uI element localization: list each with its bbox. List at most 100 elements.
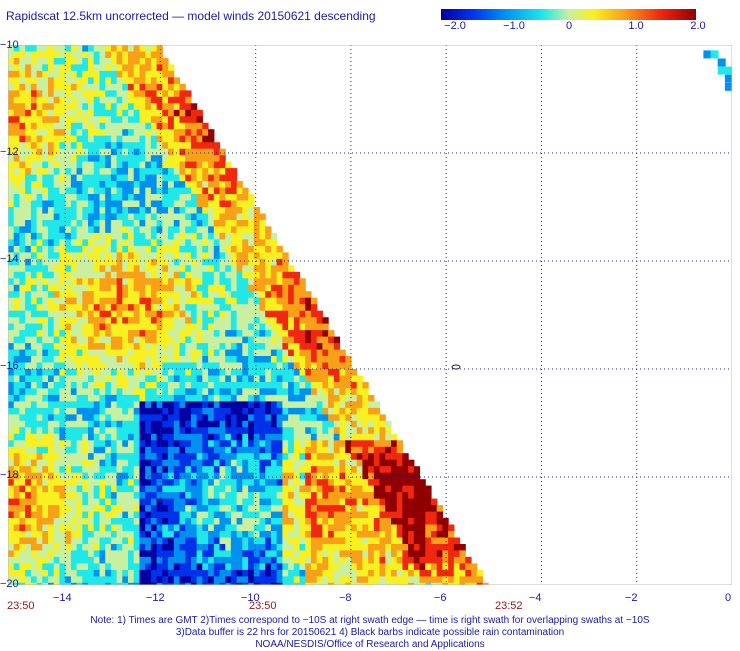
wind-cell xyxy=(8,407,15,415)
wind-cell xyxy=(76,271,83,279)
wind-cell xyxy=(276,537,283,545)
wind-cell xyxy=(265,576,272,584)
wind-cell xyxy=(265,317,272,325)
wind-cell xyxy=(42,485,49,493)
wind-cell xyxy=(190,148,198,156)
wind-cell xyxy=(8,388,15,396)
wind-cell xyxy=(116,407,123,415)
wind-cell xyxy=(373,472,381,480)
wind-cell xyxy=(93,544,100,552)
wind-cell xyxy=(368,563,375,571)
wind-cell xyxy=(196,544,203,552)
wind-cell xyxy=(190,323,198,331)
wind-cell xyxy=(242,472,249,480)
wind-cell xyxy=(82,304,89,312)
wind-cell xyxy=(299,394,306,402)
wind-cell xyxy=(305,336,312,344)
wind-cell xyxy=(82,544,89,552)
wind-cell xyxy=(65,58,72,66)
wind-cell xyxy=(70,433,78,441)
wind-cell xyxy=(13,239,20,247)
wind-cell xyxy=(448,537,455,545)
wind-cell xyxy=(253,401,261,409)
wind-cell xyxy=(110,207,118,215)
wind-cell xyxy=(322,505,329,513)
wind-cell xyxy=(93,58,100,66)
wind-cell xyxy=(168,220,175,228)
wind-cell xyxy=(431,569,438,577)
wind-cell xyxy=(185,388,192,396)
wind-cell xyxy=(162,239,169,247)
wind-cell xyxy=(299,427,306,435)
wind-cell xyxy=(116,550,123,558)
wind-cell xyxy=(128,232,135,240)
wind-cell xyxy=(316,440,323,448)
wind-cell xyxy=(379,446,386,454)
wind-cell xyxy=(230,388,238,396)
wind-cell xyxy=(162,161,169,169)
wind-cell xyxy=(128,343,135,351)
x-tick-label: −4 xyxy=(529,592,542,604)
wind-cell xyxy=(70,544,78,552)
wind-cell xyxy=(99,129,106,137)
wind-cell xyxy=(88,356,95,364)
wind-cell xyxy=(253,576,261,584)
wind-cell xyxy=(139,220,146,228)
wind-cell xyxy=(208,582,215,585)
wind-cell xyxy=(185,265,192,273)
wind-cell xyxy=(162,550,169,558)
wind-cell xyxy=(230,382,238,390)
wind-cell xyxy=(150,356,158,364)
wind-cell xyxy=(13,330,20,338)
wind-cell xyxy=(219,407,226,415)
wind-cell xyxy=(88,174,95,182)
wind-cell xyxy=(162,187,169,195)
wind-cell xyxy=(431,531,438,539)
wind-cell xyxy=(396,446,403,454)
wind-cell xyxy=(339,582,346,585)
wind-cell xyxy=(19,582,26,585)
wind-cell xyxy=(99,505,106,513)
wind-cell xyxy=(396,569,403,577)
wind-cell xyxy=(105,51,112,59)
wind-cell xyxy=(70,576,78,584)
wind-cell xyxy=(385,582,392,585)
wind-cell xyxy=(36,498,43,506)
wind-cell xyxy=(70,317,78,325)
wind-cell xyxy=(30,531,38,539)
wind-cell xyxy=(70,51,78,59)
wind-cell xyxy=(413,479,421,487)
wind-cell xyxy=(36,232,43,240)
wind-cell xyxy=(139,252,146,260)
wind-cell xyxy=(368,414,375,422)
wind-cell xyxy=(293,271,301,279)
wind-cell xyxy=(288,401,295,409)
wind-cell xyxy=(53,129,60,137)
wind-cell xyxy=(93,362,100,370)
wind-cell xyxy=(322,511,329,519)
wind-cell xyxy=(299,420,306,428)
wind-cell xyxy=(19,142,26,150)
wind-cell xyxy=(448,550,455,558)
wind-cell xyxy=(413,582,421,585)
wind-cell xyxy=(19,563,26,571)
wind-cell xyxy=(185,349,192,357)
wind-cell xyxy=(122,232,129,240)
wind-cell xyxy=(59,453,66,461)
wind-cell xyxy=(133,317,140,325)
wind-cell xyxy=(442,550,449,558)
wind-cell xyxy=(42,362,49,370)
wind-cell xyxy=(36,252,43,260)
wind-cell xyxy=(139,362,146,370)
wind-cell xyxy=(168,446,175,454)
wind-cell xyxy=(48,518,55,526)
wind-cell xyxy=(356,433,363,441)
wind-cell xyxy=(259,382,266,390)
wind-cell xyxy=(53,220,60,228)
wind-cell xyxy=(110,518,118,526)
wind-cell xyxy=(65,485,72,493)
wind-cell xyxy=(208,181,215,189)
wind-cell xyxy=(190,310,198,318)
wind-cell xyxy=(30,51,38,59)
wind-cell xyxy=(25,239,32,247)
